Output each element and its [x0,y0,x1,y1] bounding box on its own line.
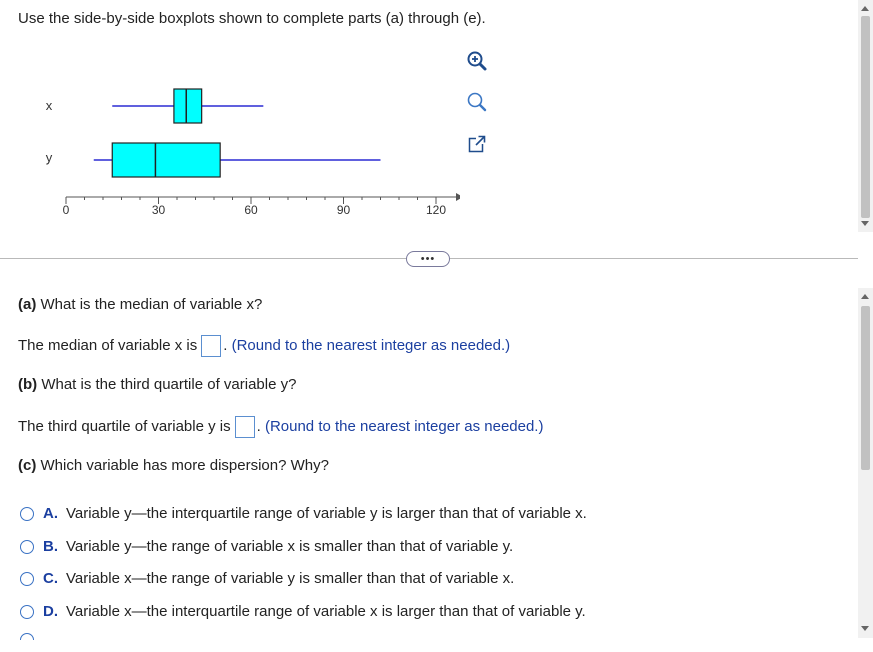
x-tick-label: 90 [337,203,351,217]
scroll-down-arrow-icon[interactable] [861,626,869,631]
popout-button[interactable] [462,129,492,159]
question-c: (c) Which variable has more dispersion? … [18,457,329,474]
scroll-up-arrow-icon[interactable] [861,6,869,11]
answer-b-input[interactable] [234,416,255,438]
answer-a-prefix: The median of variable x is [18,336,198,354]
option-c-text: Variable x—the range of variable y is sm… [66,570,515,587]
question-pane: (a) What is the median of variable x? Th… [0,262,858,640]
graph-scrollbar[interactable] [858,0,873,232]
x-tick-label: 120 [426,203,446,217]
question-b-text: What is the third quartile of variable y… [37,376,297,393]
option-e-partial[interactable] [20,633,43,640]
scroll-down-arrow-icon[interactable] [861,221,869,226]
scroll-thumb[interactable] [861,16,870,218]
option-d-letter: D. [43,603,58,620]
answer-a-hint: (Round to the nearest integer as needed.… [231,336,511,354]
x-tick-label: 60 [244,203,258,217]
question-a-label: (a) [18,296,37,313]
zoom-in-button[interactable] [462,46,492,76]
option-d[interactable]: D. Variable x—the interquartile range of… [20,603,586,620]
answer-b-hint: (Round to the nearest integer as needed.… [264,417,544,435]
box-x [173,88,203,124]
zoom-out-button[interactable] [462,87,492,117]
graph-pane: Use the side-by-side boxplots shown to c… [0,0,858,240]
option-a-letter: A. [43,505,58,522]
scroll-thumb[interactable] [861,306,870,470]
answer-a-suffix: . [223,336,228,354]
option-b-text: Variable y—the range of variable x is sm… [66,538,514,555]
boxplot-chart: 0 30 60 90 120 x y [46,88,460,217]
zoom-out-icon [467,92,487,112]
answer-b-suffix: . [256,417,261,435]
question-scrollbar[interactable] [858,288,873,638]
option-d-text: Variable x—the interquartile range of va… [66,603,586,620]
scroll-up-arrow-icon[interactable] [861,294,869,299]
answer-a-line: The median of variable x is. (Round to t… [18,335,510,357]
option-b-radio[interactable] [20,539,34,554]
option-b[interactable]: B. Variable y—the range of variable x is… [20,538,513,555]
option-a-text: Variable y—the interquartile range of va… [66,505,587,522]
question-b: (b) What is the third quartile of variab… [18,376,296,393]
option-c-radio[interactable] [20,571,34,586]
x-axis-arrow [456,193,460,201]
question-a-text: What is the median of variable x? [36,296,263,313]
option-d-radio[interactable] [20,604,34,619]
question-c-label: (c) [18,457,37,474]
answer-b-prefix: The third quartile of variable y is [18,417,231,435]
intro-text: Use the side-by-side boxplots shown to c… [18,10,486,27]
option-e-radio[interactable] [20,633,34,640]
popout-icon [468,135,486,153]
box-y [111,142,221,178]
question-a: (a) What is the median of variable x? [18,296,262,313]
option-c-letter: C. [43,570,58,587]
question-b-label: (b) [18,376,38,393]
x-tick-label: 0 [63,203,70,217]
answer-a-input[interactable] [201,335,222,357]
expand-pane-button[interactable]: ••• [406,251,450,267]
answer-b-line: The third quartile of variable y is. (Ro… [18,416,543,438]
question-c-text: Which variable has more dispersion? Why? [36,457,329,474]
series-label-y: y [46,150,53,165]
option-c[interactable]: C. Variable x—the range of variable y is… [20,570,514,587]
x-tick-label: 30 [152,203,166,217]
option-a-radio[interactable] [20,506,34,521]
option-b-letter: B. [43,538,58,555]
option-a[interactable]: A. Variable y—the interquartile range of… [20,505,587,522]
series-label-x: x [46,98,53,113]
zoom-in-icon [467,51,487,71]
